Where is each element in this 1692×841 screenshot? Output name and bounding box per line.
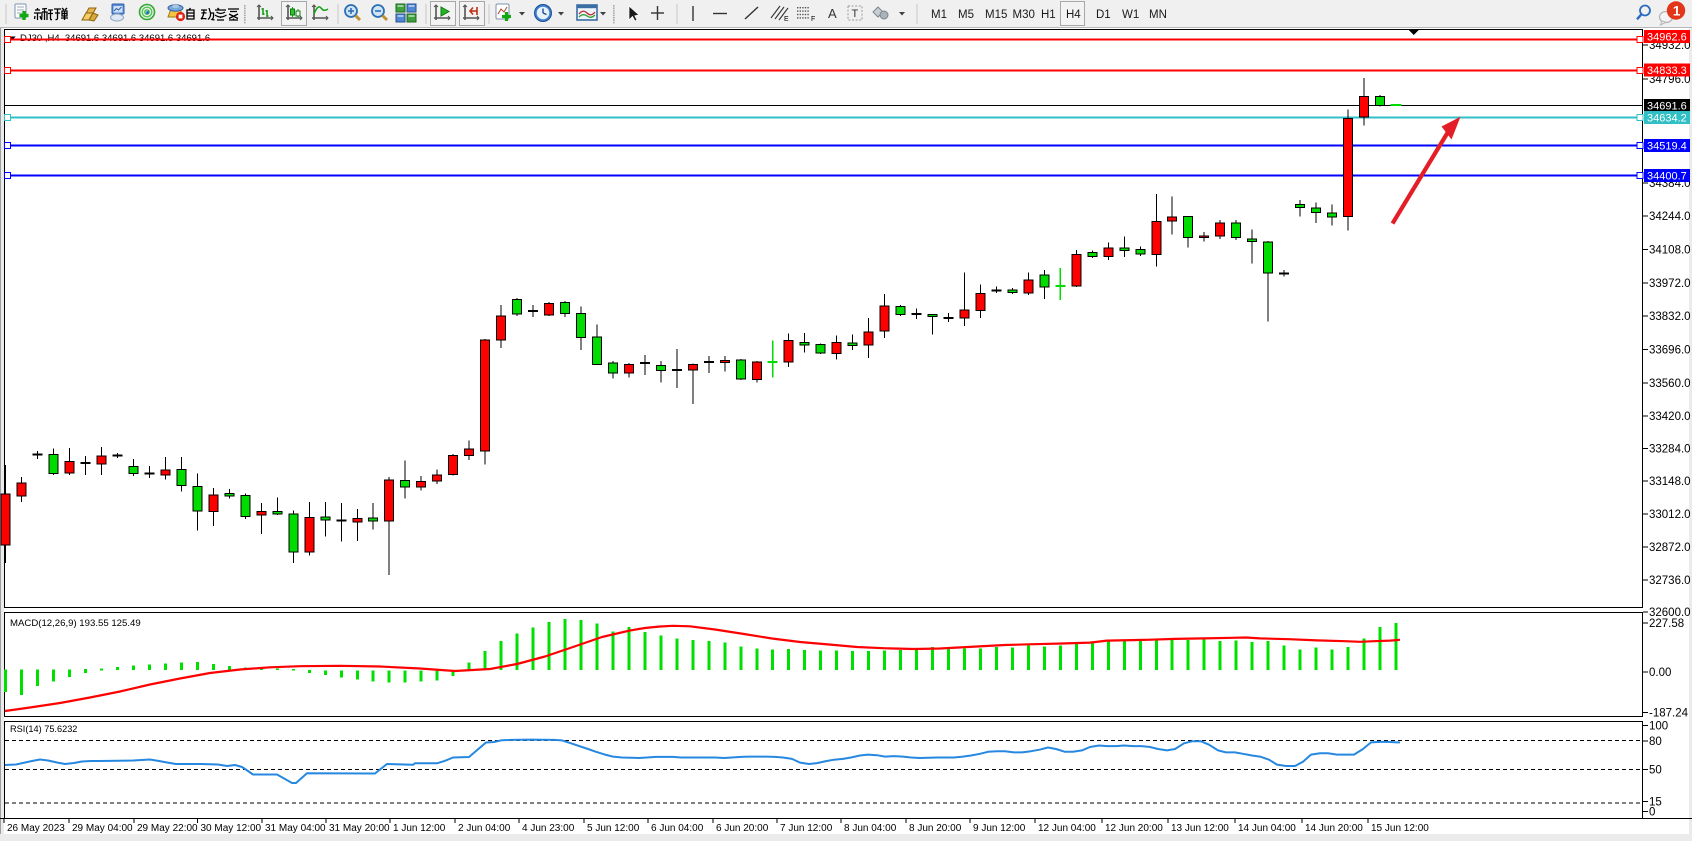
svg-text:33972.0: 33972.0 [1649, 278, 1691, 290]
svg-text:6 Jun 04:00: 6 Jun 04:00 [651, 823, 704, 834]
svg-text:33148.0: 33148.0 [1649, 476, 1691, 488]
svg-text:33560.0: 33560.0 [1649, 378, 1691, 390]
svg-text:34400.7: 34400.7 [1647, 171, 1687, 183]
svg-text:32600.0: 32600.0 [1649, 607, 1691, 619]
svg-text:W1: W1 [1122, 9, 1139, 21]
svg-text:0: 0 [1649, 807, 1655, 819]
svg-text:33696.0: 33696.0 [1649, 345, 1691, 357]
svg-text:6 Jun 20:00: 6 Jun 20:00 [716, 823, 769, 834]
svg-text:34519.4: 34519.4 [1647, 141, 1687, 153]
svg-text:D1: D1 [1096, 9, 1111, 21]
svg-text:100: 100 [1649, 721, 1668, 733]
svg-text:M30: M30 [1013, 9, 1035, 21]
svg-text:30 May 12:00: 30 May 12:00 [201, 823, 262, 834]
svg-text:34833.3: 34833.3 [1647, 65, 1687, 77]
svg-text:12 Jun 20:00: 12 Jun 20:00 [1105, 823, 1163, 834]
svg-text:9 Jun 12:00: 9 Jun 12:00 [973, 823, 1026, 834]
svg-text:227.58: 227.58 [1649, 618, 1684, 630]
svg-text:MACD(12,26,9) 193.55 125.49: MACD(12,26,9) 193.55 125.49 [10, 618, 141, 629]
svg-text:7 Jun 12:00: 7 Jun 12:00 [780, 823, 833, 834]
svg-text:31 May 04:00: 31 May 04:00 [265, 823, 326, 834]
svg-text:32736.0: 32736.0 [1649, 575, 1691, 587]
svg-text:13 Jun 12:00: 13 Jun 12:00 [1171, 823, 1229, 834]
svg-text:4 Jun 23:00: 4 Jun 23:00 [522, 823, 575, 834]
svg-text:80: 80 [1649, 736, 1662, 748]
svg-text:-187.24: -187.24 [1649, 708, 1689, 720]
svg-text:26 May 2023: 26 May 2023 [7, 823, 65, 834]
svg-text:MN: MN [1149, 9, 1167, 21]
svg-text:12 Jun 04:00: 12 Jun 04:00 [1038, 823, 1096, 834]
svg-text:33012.0: 33012.0 [1649, 509, 1691, 521]
svg-text:1 Jun 12:00: 1 Jun 12:00 [393, 823, 446, 834]
svg-text:15: 15 [1649, 797, 1662, 809]
svg-text:50: 50 [1649, 765, 1662, 777]
svg-text:8 Jun 04:00: 8 Jun 04:00 [844, 823, 897, 834]
svg-text:T: T [852, 8, 859, 20]
svg-text:F: F [811, 16, 815, 23]
svg-text:32872.0: 32872.0 [1649, 542, 1691, 554]
svg-text:M5: M5 [958, 9, 974, 21]
svg-text:15 Jun 12:00: 15 Jun 12:00 [1371, 823, 1429, 834]
svg-text:34634.2: 34634.2 [1647, 113, 1687, 125]
svg-text:14 Jun 20:00: 14 Jun 20:00 [1305, 823, 1363, 834]
svg-text:34108.0: 34108.0 [1649, 245, 1691, 257]
svg-text:34244.0: 34244.0 [1649, 211, 1691, 223]
svg-text:29 May 22:00: 29 May 22:00 [137, 823, 198, 834]
svg-text:RSI(14) 75.6232: RSI(14) 75.6232 [10, 724, 77, 734]
svg-text:34691.6: 34691.6 [1647, 100, 1687, 112]
svg-text:1: 1 [1673, 3, 1681, 18]
svg-text:0.00: 0.00 [1649, 667, 1671, 679]
svg-text:33420.0: 33420.0 [1649, 411, 1691, 423]
svg-text:33832.0: 33832.0 [1649, 311, 1691, 323]
svg-text:A: A [828, 6, 837, 21]
svg-text:E: E [784, 16, 789, 23]
svg-text:34796.0: 34796.0 [1649, 74, 1691, 86]
svg-text:29 May 04:00: 29 May 04:00 [72, 823, 133, 834]
svg-text:33284.0: 33284.0 [1649, 444, 1691, 456]
svg-text:8 Jun 20:00: 8 Jun 20:00 [909, 823, 962, 834]
svg-text:5 Jun 12:00: 5 Jun 12:00 [587, 823, 640, 834]
svg-text:31 May 20:00: 31 May 20:00 [329, 823, 390, 834]
svg-text:34962.6: 34962.6 [1647, 32, 1687, 44]
svg-text:14 Jun 04:00: 14 Jun 04:00 [1238, 823, 1296, 834]
svg-text:2 Jun 04:00: 2 Jun 04:00 [458, 823, 511, 834]
svg-text:H4: H4 [1066, 9, 1081, 21]
svg-text:M1: M1 [931, 9, 947, 21]
svg-text:H1: H1 [1041, 9, 1056, 21]
svg-text:M15: M15 [985, 9, 1007, 21]
